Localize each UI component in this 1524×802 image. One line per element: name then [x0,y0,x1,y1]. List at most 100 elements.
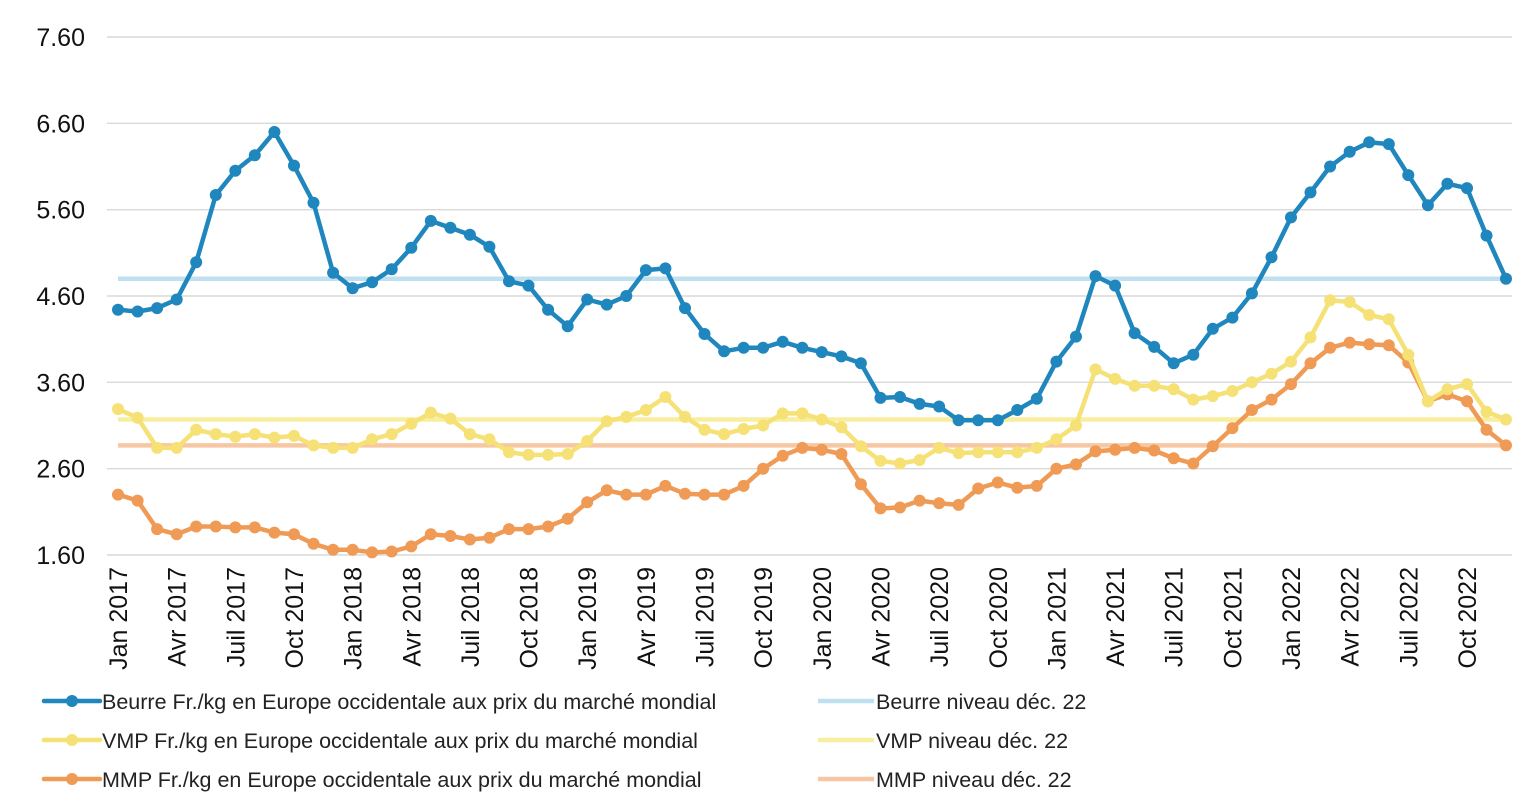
data-point [1030,392,1043,405]
data-point [366,546,379,559]
data-point [1324,160,1337,173]
data-point [561,448,574,460]
x-tick-label: Jan 2022 [1278,567,1306,670]
data-point [444,412,457,425]
data-point [1421,199,1434,212]
data-point [1050,433,1063,446]
data-point [522,448,535,461]
data-point [248,149,261,162]
data-point [190,423,203,436]
data-point [835,448,848,460]
data-point [366,433,379,446]
data-point [698,423,711,436]
data-point [151,523,164,536]
data-point [327,543,340,556]
data-point [522,523,535,536]
data-point [1285,211,1297,224]
data-point [1089,445,1102,458]
data-point [424,406,437,419]
data-point [346,441,359,454]
data-point [1363,136,1376,149]
data-point [1109,443,1122,456]
data-point [1050,462,1063,475]
data-point [854,478,867,491]
data-point [542,303,555,316]
data-point [1070,458,1082,471]
data-point [1500,413,1512,426]
x-tick-label: Oct 2018 [516,567,544,668]
data-point [1500,439,1512,452]
data-point [600,484,613,497]
data-point [503,446,515,459]
data-point [1187,393,1200,406]
data-point [581,293,594,306]
x-tick-label: Oct 2019 [750,567,778,668]
x-tick-label: Avr 2017 [164,567,192,667]
legend-swatch-marker [66,695,78,707]
data-point [1343,145,1356,158]
data-point [639,404,652,416]
data-point [1285,355,1297,368]
data-point [815,413,828,426]
data-point [757,462,770,475]
data-point [718,488,731,501]
x-tick-label: Jan 2021 [1043,567,1071,670]
data-point [679,302,691,315]
y-tick-label: 6.60 [36,110,85,138]
data-point [288,429,300,442]
x-tick-label: Oct 2021 [1219,567,1247,668]
data-point [248,428,261,441]
data-point [1480,405,1493,418]
data-point [1421,395,1434,408]
data-point [1402,169,1415,182]
legend-item: MMP Fr./kg en Europe occidentale aux pri… [41,768,702,792]
data-point [483,531,496,544]
x-tick-label: Jan 2019 [574,567,602,670]
x-tick-label: Avr 2022 [1337,567,1365,667]
data-point [170,528,183,541]
data-point [854,357,867,370]
data-point [1461,378,1473,391]
data-point [170,441,183,454]
data-point [757,419,770,432]
data-point [1070,419,1082,432]
legend-label: VMP niveau déc. 22 [876,729,1068,753]
legend-item: VMP Fr./kg en Europe occidentale aux pri… [41,729,698,753]
data-point [405,540,418,553]
data-point [1343,296,1356,308]
data-point [1480,229,1493,242]
data-point [933,400,946,413]
data-point [796,341,809,354]
data-point [815,346,828,359]
gridlines [107,36,1512,556]
data-point [991,476,1004,489]
x-tick-label: Juil 2020 [926,567,954,667]
y-tick-label: 1.60 [36,542,85,570]
data-point [385,428,398,441]
series-group [112,126,1512,427]
data-point [659,391,672,403]
data-point [1030,479,1043,492]
data-point [307,537,320,550]
x-tick-label: Oct 2017 [281,567,309,668]
data-point [1382,339,1395,352]
data-point [561,512,574,525]
data-point [776,407,789,420]
data-point [1245,287,1258,300]
data-point [581,496,594,509]
data-point [424,214,437,227]
data-point [229,521,242,534]
x-tick-label: Juil 2021 [1161,567,1189,667]
data-point [542,448,555,461]
x-tick-label: Avr 2018 [398,567,426,667]
data-point [972,414,985,427]
data-point [972,482,985,495]
data-point [659,262,672,275]
legend-label: MMP Fr./kg en Europe occidentale aux pri… [102,768,702,792]
data-point [307,196,320,209]
data-point [112,303,124,316]
x-tick-label: Juil 2022 [1395,567,1423,667]
data-point [327,266,340,279]
data-point [835,421,848,434]
